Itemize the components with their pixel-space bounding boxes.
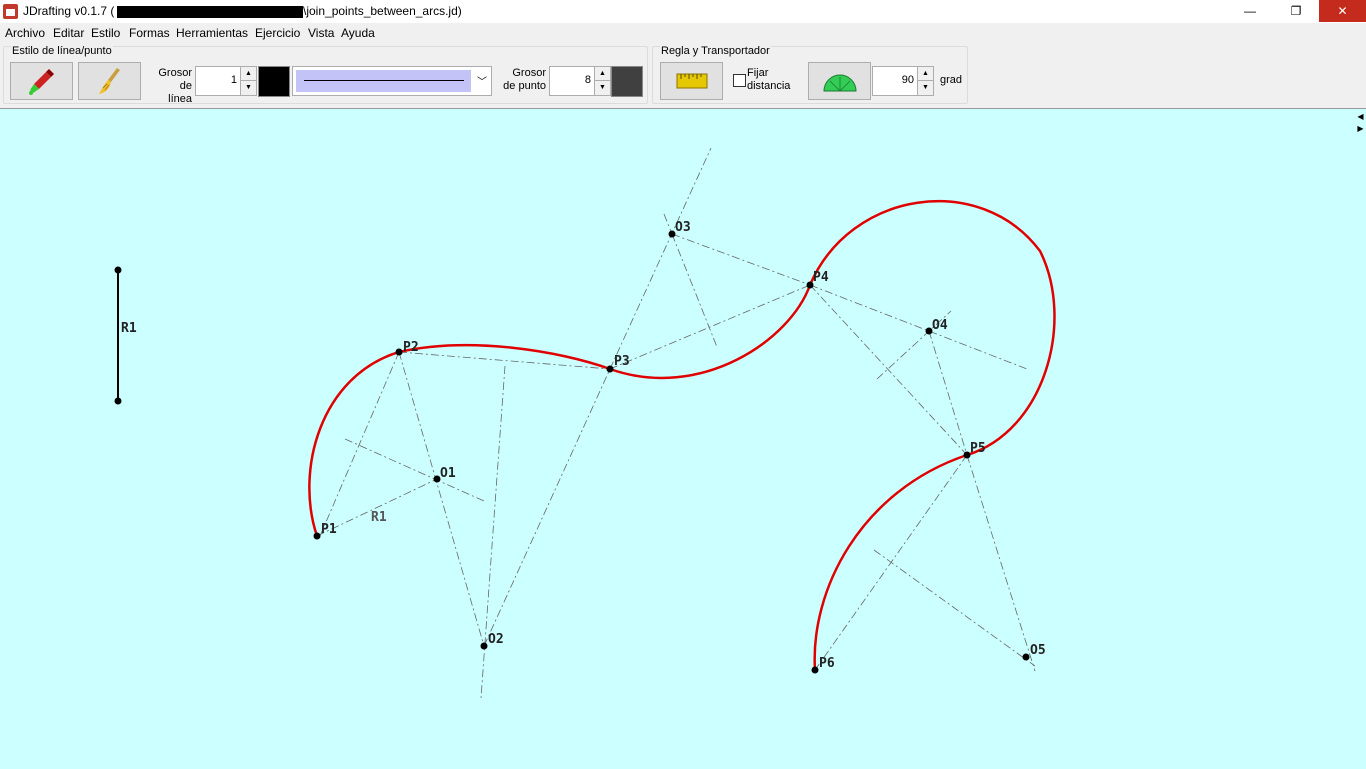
label-p3: P3 xyxy=(614,354,630,369)
label-o1: O1 xyxy=(440,466,456,481)
label-p2: P2 xyxy=(403,340,419,355)
label-r1-arc: R1 xyxy=(371,510,387,525)
menu-estilo[interactable]: Estilo xyxy=(91,26,121,40)
spin-up-icon[interactable]: ▲ xyxy=(241,67,256,81)
point-p2 xyxy=(395,348,403,356)
fix-distance-checkbox[interactable] xyxy=(733,74,746,87)
label-o3: O3 xyxy=(675,220,691,235)
spin-up-icon[interactable]: ▲ xyxy=(918,67,933,81)
chevron-right-icon[interactable]: ▶ xyxy=(1357,124,1364,133)
point-color-swatch[interactable] xyxy=(611,66,643,97)
menu-vista[interactable]: Vista xyxy=(308,26,335,40)
label-o2: O2 xyxy=(488,632,504,647)
point-o4 xyxy=(925,327,933,335)
menu-formas[interactable]: Formas xyxy=(129,26,170,40)
angle-arrows[interactable]: ▲ ▼ xyxy=(917,67,933,95)
maximize-button[interactable]: ❐ xyxy=(1273,0,1319,22)
brush-button[interactable] xyxy=(78,62,141,100)
redacted-path xyxy=(117,6,303,18)
drawing-svg[interactable]: R1 R1 P1 P2 P3 P4 P5 P6 O1 O2 O3 O4 O5 xyxy=(0,109,1366,769)
point-thickness-value: 8 xyxy=(584,74,591,86)
point-p6 xyxy=(811,666,819,674)
menu-editar[interactable]: Editar xyxy=(53,26,85,40)
eyedropper-button[interactable] xyxy=(10,62,73,100)
minimize-icon: — xyxy=(1244,4,1256,18)
brush-icon xyxy=(98,68,120,94)
line-color-swatch[interactable] xyxy=(258,66,290,97)
line-style-combo[interactable]: ﹀ xyxy=(292,66,492,96)
line-style-preview xyxy=(296,70,471,92)
point-o1 xyxy=(433,475,441,483)
point-thickness-label: Grosor de punto xyxy=(500,67,546,93)
point-o5 xyxy=(1022,653,1030,661)
point-thickness-label-2: de punto xyxy=(503,80,546,92)
ruler-icon xyxy=(676,73,707,89)
spin-down-icon[interactable]: ▼ xyxy=(245,84,252,91)
close-button[interactable]: ✕ xyxy=(1319,0,1366,22)
chevron-left-icon[interactable]: ◀ xyxy=(1357,112,1364,121)
ruler-group: Regla y Transportador Fijar distancia 90… xyxy=(652,45,968,104)
fix-distance-label-1: Fijar xyxy=(747,67,769,79)
point-p5 xyxy=(963,451,971,459)
ruler-group-title: Regla y Transportador xyxy=(660,45,771,57)
close-icon: ✕ xyxy=(1337,4,1348,18)
eyedropper-icon xyxy=(28,69,54,95)
fix-distance-label: Fijar distancia xyxy=(747,67,790,93)
line-thickness-label-2: de línea xyxy=(168,80,192,105)
app-icon xyxy=(3,4,18,19)
point-o2 xyxy=(480,642,488,650)
style-group: Estilo de línea/punto Grosor de línea 1 … xyxy=(3,45,648,106)
menu-bar: Archivo Editar Estilo Formas Herramienta… xyxy=(0,23,1366,43)
label-o4: O4 xyxy=(932,318,948,333)
fix-distance-label-2: distancia xyxy=(747,80,791,92)
minimize-button[interactable]: — xyxy=(1227,0,1273,22)
spin-down-icon[interactable]: ▼ xyxy=(922,84,929,91)
spin-up-icon[interactable]: ▲ xyxy=(595,67,610,81)
ruler-button[interactable] xyxy=(660,62,723,100)
drawing-canvas[interactable]: R1 R1 P1 P2 P3 P4 P5 P6 O1 O2 O3 O4 O5 ◀… xyxy=(0,108,1366,769)
point-p1 xyxy=(313,532,321,540)
title-bar: JDrafting v0.1.7 ( \join_points_between_… xyxy=(0,0,1366,24)
maximize-icon: ❐ xyxy=(1290,4,1302,18)
label-p1: P1 xyxy=(321,522,337,537)
spin-down-icon[interactable]: ▼ xyxy=(599,84,606,91)
protractor-icon xyxy=(822,74,857,92)
r1-endpoint-bottom xyxy=(114,397,122,405)
chevron-down-icon[interactable]: ﹀ xyxy=(477,77,487,88)
menu-herramientas[interactable]: Herramientas xyxy=(176,26,249,40)
label-p6: P6 xyxy=(819,656,835,671)
line-thickness-value: 1 xyxy=(230,74,237,86)
menu-archivo[interactable]: Archivo xyxy=(5,26,46,40)
style-group-title: Estilo de línea/punto xyxy=(11,45,113,57)
angle-spinner[interactable]: 90 ▲ ▼ xyxy=(872,66,934,96)
menu-ejercicio[interactable]: Ejercicio xyxy=(255,26,301,40)
label-r1-segment: R1 xyxy=(121,321,137,336)
panel-toggle[interactable]: ◀ ▶ xyxy=(1355,111,1366,137)
line-thickness-spinner[interactable]: 1 ▲ ▼ xyxy=(195,66,257,96)
label-o5: O5 xyxy=(1030,643,1046,658)
angle-value: 90 xyxy=(901,74,914,86)
point-p3 xyxy=(606,365,614,373)
menu-ayuda[interactable]: Ayuda xyxy=(341,26,375,40)
line-thickness-arrows[interactable]: ▲ ▼ xyxy=(240,67,256,95)
window-title: JDrafting v0.1.7 ( xyxy=(23,4,115,18)
label-p5: P5 xyxy=(970,441,986,456)
point-o3 xyxy=(668,230,676,238)
point-thickness-label-1: Grosor xyxy=(512,67,546,79)
point-thickness-arrows[interactable]: ▲ ▼ xyxy=(594,67,610,95)
r1-endpoint-top xyxy=(114,266,122,274)
window-title-file: \join_points_between_arcs.jd) xyxy=(303,4,462,18)
line-thickness-label-1: Grosor xyxy=(158,67,192,79)
angle-unit-label: grad xyxy=(940,74,963,86)
protractor-button[interactable] xyxy=(808,62,871,100)
line-thickness-label: Grosor de línea xyxy=(154,67,192,106)
point-thickness-spinner[interactable]: 8 ▲ ▼ xyxy=(549,66,611,96)
label-p4: P4 xyxy=(813,270,829,285)
point-p4 xyxy=(806,281,814,289)
construction-lines xyxy=(316,147,1036,699)
points xyxy=(313,230,1030,674)
